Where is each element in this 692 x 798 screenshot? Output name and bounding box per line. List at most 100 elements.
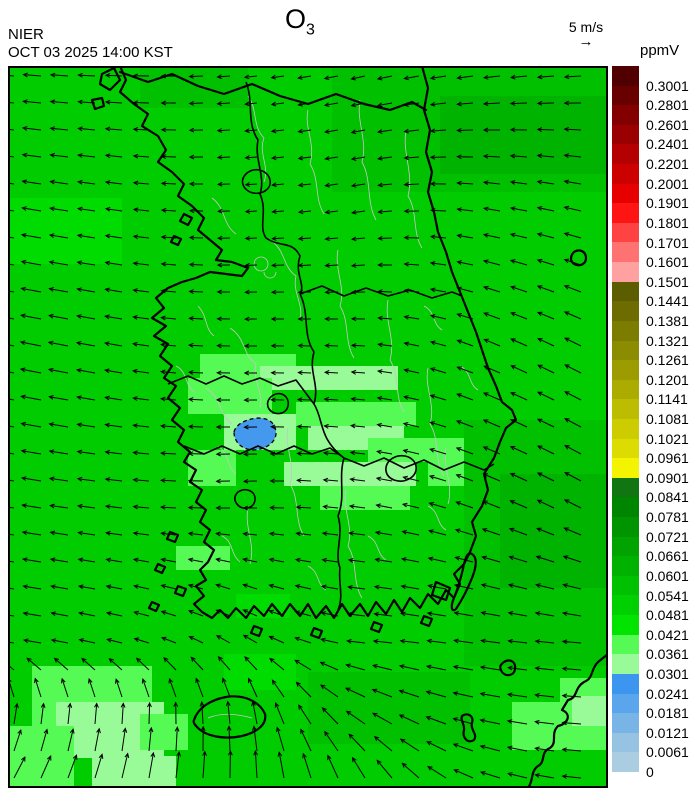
colorbar-segment <box>612 85 639 106</box>
colorbar-label: 0.0721 <box>646 528 689 545</box>
concentration-cell <box>572 696 608 726</box>
units-label: ppmV <box>640 42 680 59</box>
colorbar-segment <box>612 654 639 674</box>
colorbar-label: 0.2601 <box>646 116 689 133</box>
colorbar-segment <box>612 458 639 478</box>
colorbar-label: 0.1501 <box>646 273 689 290</box>
colorbar-segment <box>612 752 639 772</box>
wind-reference-speed: 5 m/s <box>568 19 604 35</box>
colorbar-label: 0.0781 <box>646 509 689 526</box>
province-boundaries <box>167 81 495 611</box>
colorbar-label: 0.2401 <box>646 136 689 153</box>
colorbar-segment <box>612 497 639 518</box>
concentration-patches <box>8 66 608 788</box>
colorbar-label: 0.0421 <box>646 626 689 643</box>
colorbar-segment <box>612 615 639 635</box>
colorbar-segment <box>612 340 639 361</box>
concentration-cell <box>8 726 74 788</box>
concentration-cell <box>308 672 470 744</box>
colorbar-label: 0.0061 <box>646 744 689 761</box>
colorbar-segment <box>612 144 639 165</box>
colorbar-label: 0.1601 <box>646 254 689 271</box>
colorbar-segment <box>612 242 639 263</box>
colorbar-segment <box>612 164 639 184</box>
colorbar-label: 0.2201 <box>646 156 689 173</box>
colorbar-label: 0.3001 <box>646 77 689 94</box>
colorbar-segment <box>612 634 639 655</box>
concentration-cell <box>140 714 188 750</box>
low-ozone-cell <box>233 417 277 451</box>
colorbar-segment <box>612 477 639 498</box>
colorbar-segment <box>612 418 639 439</box>
colorbar-label: 0.1901 <box>646 195 689 212</box>
colorbar-segment <box>612 536 639 557</box>
colorbar-label: 0.0301 <box>646 665 689 682</box>
plot-title-subscript: 3 <box>306 21 315 39</box>
municipal-boundaries <box>175 95 479 719</box>
colorbar-label: 0.0661 <box>646 548 689 565</box>
coastline <box>90 66 608 788</box>
concentration-cell <box>188 378 272 414</box>
colorbar-segment <box>612 713 639 733</box>
plot-title: O3 <box>0 4 600 39</box>
colorbar-segment <box>612 66 639 86</box>
pollution-map <box>8 66 608 788</box>
wind-vectors-path <box>8 72 582 779</box>
colorbar-segment <box>612 203 639 223</box>
colorbar-label: 0.1021 <box>646 430 689 447</box>
colorbar-segment <box>612 360 639 380</box>
colorbar-label: 0.0601 <box>646 567 689 584</box>
wind-vector-field <box>8 72 582 779</box>
wind-reference-legend: 5 m/s → <box>556 19 616 50</box>
concentration-cell <box>296 402 416 426</box>
colorbar-segment <box>612 379 639 400</box>
concentration-cell <box>500 474 608 588</box>
colorbar-segment <box>612 399 639 419</box>
concentration-cell <box>284 462 416 486</box>
colorbar-segment <box>612 320 639 341</box>
colorbar-label: 0.0241 <box>646 685 689 702</box>
colorbar-label: 0.1081 <box>646 411 689 427</box>
colorbar-label: 0.0181 <box>646 705 689 722</box>
colorbar-label: 0 <box>646 764 654 780</box>
concentration-cell <box>224 654 296 690</box>
map-frame <box>8 66 608 788</box>
colorbar-label: 0.0481 <box>646 607 689 624</box>
colorbar-segment <box>612 105 639 125</box>
colorbar-label: 0.1261 <box>646 352 689 369</box>
colorbar-segment <box>612 575 639 596</box>
datetime-label: OCT 03 2025 14:00 KST <box>8 44 173 61</box>
colorbar-segment <box>612 556 639 576</box>
colorbar-segment <box>612 673 639 694</box>
colorbar <box>612 66 639 772</box>
colorbar-label: 0.1381 <box>646 312 689 329</box>
colorbar-segment <box>612 301 639 321</box>
colorbar-label: 0.0361 <box>646 646 689 663</box>
colorbar-label: 0.2801 <box>646 97 689 114</box>
agency-label: NIER <box>8 26 44 43</box>
concentration-cell <box>320 486 410 510</box>
colorbar-labels: 0.3001 0.2801 0.2601 0.2401 0.2201 0.2001 0.19… <box>646 66 692 780</box>
colorbar-segment <box>612 281 639 302</box>
colorbar-segment <box>612 595 639 616</box>
colorbar-label: 0.0541 <box>646 587 689 604</box>
concentration-cell <box>188 450 236 486</box>
colorbar-label: 0.0901 <box>646 469 689 486</box>
colorbar-segment <box>612 262 639 282</box>
colorbar-segment <box>612 124 639 145</box>
colorbar-segment <box>612 732 639 753</box>
colorbar-label: 0.2001 <box>646 175 689 192</box>
colorbar-label: 0.0121 <box>646 724 689 741</box>
colorbar-label: 0.1141 <box>646 391 688 408</box>
concentration-cell <box>140 66 248 108</box>
colorbar-segment <box>612 438 639 459</box>
concentration-cell <box>440 96 608 174</box>
plot-title-species: O <box>285 4 307 34</box>
concentration-cell <box>92 756 176 788</box>
colorbar-segment <box>612 183 639 204</box>
colorbar-label: 0.1321 <box>646 332 689 349</box>
colorbar-segment <box>612 693 639 714</box>
wind-reference-arrow-icon: → <box>578 33 594 50</box>
colorbar-label: 0.1801 <box>646 214 689 231</box>
